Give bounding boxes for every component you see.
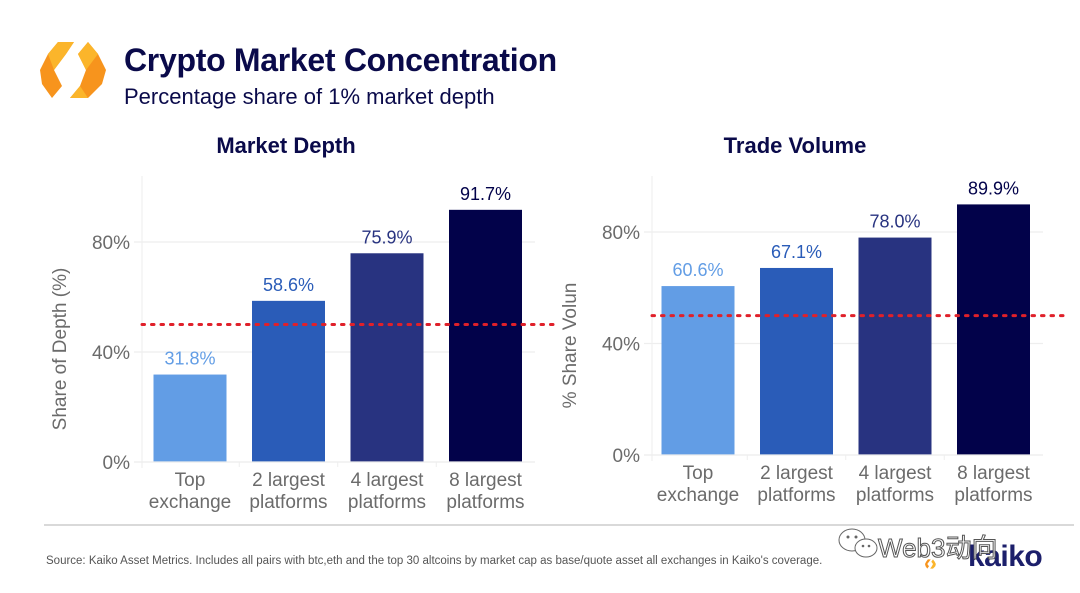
x-tick-label: platforms <box>757 485 835 506</box>
data-label: 31.8% <box>164 349 215 369</box>
bar-3 <box>858 237 932 455</box>
x-tick-label: exchange <box>149 492 231 513</box>
data-label: 67.1% <box>771 242 822 262</box>
x-tick-label: 2 largest <box>760 463 834 484</box>
data-label: 75.9% <box>361 227 412 247</box>
chart-title: Market Depth <box>216 133 355 158</box>
bar-2 <box>760 267 833 455</box>
bar-4 <box>449 209 522 462</box>
y-tick-label: 40% <box>92 343 130 364</box>
data-label: 91.7% <box>460 184 511 204</box>
x-tick-label: Top <box>683 463 714 484</box>
watermark-text: Web3动向 <box>877 533 998 564</box>
data-label: 58.6% <box>263 275 314 295</box>
footer-divider <box>44 524 1074 526</box>
bar-4 <box>957 204 1030 455</box>
x-tick-label: exchange <box>657 485 739 506</box>
wechat-icon <box>838 528 878 558</box>
kaiko-brand-wordmark: kaiko <box>968 540 1043 573</box>
y-axis-label: Share of Depth (%) <box>50 268 71 431</box>
y-axis-label: % Share Volun <box>560 283 581 409</box>
x-tick-label: 4 largest <box>859 463 933 484</box>
y-tick-label: 80% <box>602 223 640 244</box>
y-tick-label: 0% <box>103 453 131 474</box>
x-tick-label: 4 largest <box>351 470 425 491</box>
data-label: 89.9% <box>968 178 1019 198</box>
source-note: Source: Kaiko Asset Metrics. Includes al… <box>46 555 823 567</box>
x-tick-label: Top <box>175 470 206 491</box>
data-label: 60.6% <box>672 260 723 280</box>
bar-2 <box>252 300 325 462</box>
x-tick-label: platforms <box>856 485 934 506</box>
x-tick-label: platforms <box>348 492 426 513</box>
data-label: 78.0% <box>869 212 920 232</box>
y-tick-label: 40% <box>602 335 640 356</box>
kaiko-brand-logo-icon <box>925 559 936 569</box>
bar-3 <box>350 253 424 462</box>
x-tick-label: 8 largest <box>449 470 523 491</box>
x-tick-label: platforms <box>954 485 1032 506</box>
page-title: Crypto Market Concentration <box>124 42 557 78</box>
kaiko-logo-icon <box>40 42 106 98</box>
bar-1 <box>661 286 735 455</box>
chart-title: Trade Volume <box>724 133 867 158</box>
x-tick-label: 2 largest <box>252 470 326 491</box>
x-tick-label: 8 largest <box>957 463 1031 484</box>
y-tick-label: 0% <box>613 446 641 467</box>
x-tick-label: platforms <box>249 492 327 513</box>
page-subtitle: Percentage share of 1% market depth <box>124 84 495 109</box>
bar-1 <box>153 374 227 462</box>
y-tick-label: 80% <box>92 233 130 254</box>
x-tick-label: platforms <box>446 492 524 513</box>
